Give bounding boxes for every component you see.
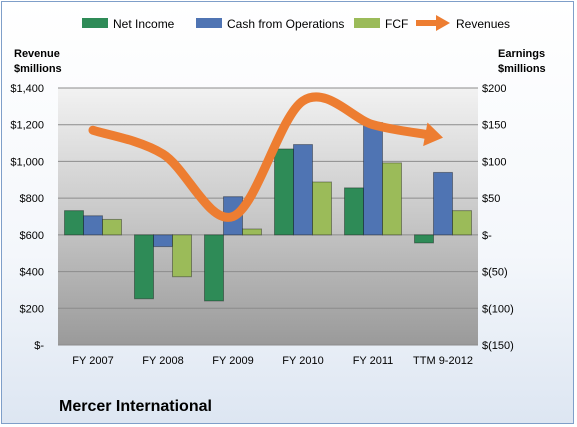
legend-label-fcf: FCF xyxy=(385,17,408,31)
right-axis-tick-label: $- xyxy=(482,230,492,242)
revenue-series xyxy=(88,92,443,222)
right-axis-tick-label: $(50) xyxy=(482,267,508,279)
bar-net-income xyxy=(414,234,434,244)
left-axis-label-line2: $millions xyxy=(14,63,62,75)
left-axis-tick-label: $- xyxy=(34,340,44,352)
x-axis-tick-label: FY 2009 xyxy=(212,355,253,367)
left-axis-tick-label: $600 xyxy=(20,230,44,242)
bar-fcf xyxy=(452,210,472,236)
bar-cash-from-operations xyxy=(153,234,173,248)
legend-label-net-income: Net Income xyxy=(113,17,175,31)
x-axis-tick-label: FY 2007 xyxy=(72,355,113,367)
x-axis-tick-label: FY 2011 xyxy=(353,355,394,367)
right-axis-tick-label: $150 xyxy=(482,120,506,132)
left-axis-label-line1: Revenue xyxy=(14,48,60,60)
bar-fcf xyxy=(382,162,402,236)
x-axis-tick-label: FY 2010 xyxy=(282,355,323,367)
right-axis-tick-label: $200 xyxy=(482,83,506,95)
legend-swatch-revenues xyxy=(416,15,450,31)
revenue-arrowhead xyxy=(423,122,443,147)
bar-fcf xyxy=(242,228,262,236)
bar-net-income xyxy=(134,234,154,300)
bar-fcf xyxy=(172,234,192,278)
right-axis-ticks: $(150) $(100) $(50) $- $50 $100 $150 $200 xyxy=(482,83,514,352)
left-axis-tick-label: $800 xyxy=(20,193,44,205)
right-axis-tick-label: $(150) xyxy=(482,340,514,352)
bar-cash-from-operations xyxy=(363,122,383,236)
plot-area xyxy=(58,88,478,345)
legend-swatch-net-income xyxy=(82,18,108,28)
left-axis-ticks: $- $200 $400 $600 $800 $1,000 $1,200 $1,400 xyxy=(10,83,44,352)
bar-cash-from-operations xyxy=(83,215,103,236)
legend-swatch-cash-from-operations xyxy=(196,18,222,28)
bar-cash-from-operations xyxy=(433,171,453,236)
right-axis-tick-label: $(100) xyxy=(482,303,514,315)
bar-net-income xyxy=(344,187,364,236)
left-axis-tick-label: $1,000 xyxy=(10,156,44,168)
left-axis-tick-label: $1,200 xyxy=(10,120,44,132)
right-axis-label-line1: Earnings xyxy=(498,48,545,60)
legend: Net Income Cash from Operations FCF Reve… xyxy=(82,15,510,31)
right-axis-label-line2: $millions xyxy=(498,63,546,75)
right-axis-tick-label: $100 xyxy=(482,156,506,168)
bar-net-income xyxy=(204,234,224,302)
bar-net-income xyxy=(274,148,294,236)
right-axis-tick-label: $50 xyxy=(482,193,500,205)
x-axis-tick-label: FY 2008 xyxy=(142,355,183,367)
chart-title: Mercer International xyxy=(59,398,212,415)
left-axis-tick-label: $1,400 xyxy=(10,83,44,95)
bar-fcf xyxy=(312,181,332,236)
left-axis-tick-label: $200 xyxy=(20,303,44,315)
bar-fcf xyxy=(102,218,122,236)
revenue-line xyxy=(88,92,430,222)
legend-label-revenues: Revenues xyxy=(456,17,510,31)
bar-net-income xyxy=(64,210,84,236)
legend-swatch-fcf xyxy=(354,18,380,28)
left-axis-tick-label: $400 xyxy=(20,267,44,279)
bar-cash-from-operations xyxy=(293,144,313,236)
legend-label-cash-from-operations: Cash from Operations xyxy=(227,17,344,31)
x-axis-tick-label: TTM 9-2012 xyxy=(413,355,473,367)
gridlines xyxy=(58,87,478,346)
x-axis-ticks: FY 2007 FY 2008 FY 2009 FY 2010 FY 2011 TTM 9… xyxy=(72,355,473,367)
